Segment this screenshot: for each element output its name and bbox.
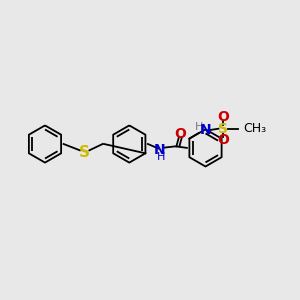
Text: CH₃: CH₃ — [243, 122, 266, 135]
Text: O: O — [218, 133, 229, 147]
Text: N: N — [154, 143, 166, 157]
Text: O: O — [218, 110, 229, 124]
Text: O: O — [174, 127, 186, 141]
Text: H: H — [195, 122, 203, 132]
Text: S: S — [79, 145, 90, 160]
Text: H: H — [157, 152, 166, 162]
Text: S: S — [218, 122, 228, 136]
Text: N: N — [200, 123, 211, 137]
